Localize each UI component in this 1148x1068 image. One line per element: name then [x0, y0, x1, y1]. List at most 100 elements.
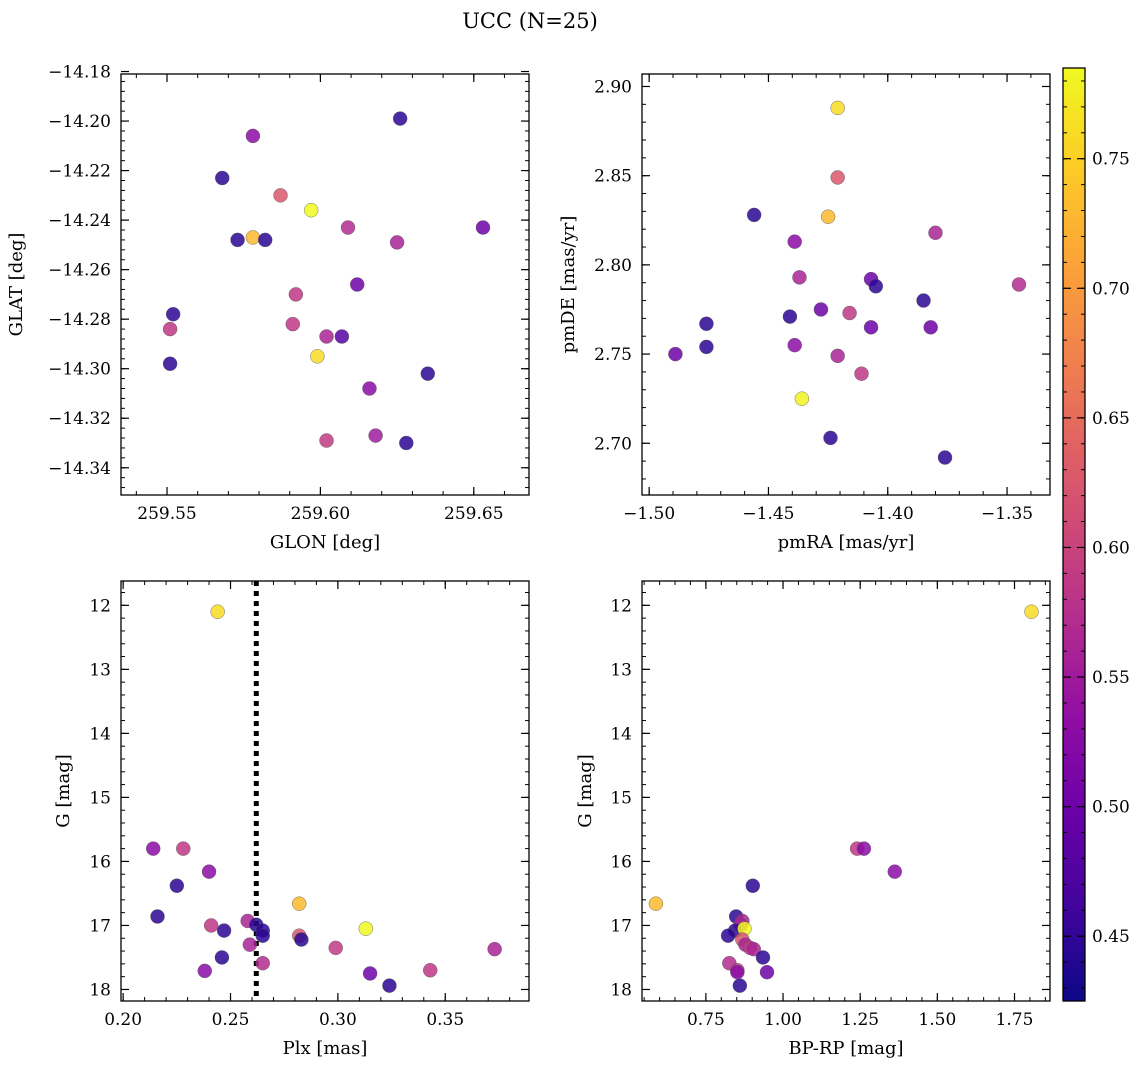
data-point [830, 348, 845, 364]
x-tick-label: 1.25 [841, 1010, 879, 1030]
data-point [389, 235, 405, 250]
x-tick-label: 1.00 [764, 1010, 802, 1030]
data-point [319, 433, 334, 448]
data-point [362, 381, 377, 396]
x-tick-label: 0.75 [687, 1010, 725, 1030]
y-tick-label: 17 [610, 916, 632, 936]
y-tick-label: −14.20 [48, 112, 111, 132]
data-point [303, 203, 319, 218]
data-point [746, 941, 761, 957]
data-point [794, 391, 810, 406]
x-axis-label: Plx [mas] [283, 1038, 368, 1059]
data-point [319, 329, 334, 344]
y-tick-label: 14 [610, 724, 632, 744]
colorbar-tick-label: 0.50 [1092, 798, 1130, 818]
figure-title: UCC (N=25) [462, 9, 598, 33]
data-point [165, 307, 181, 322]
data-point [668, 346, 683, 362]
data-point [162, 356, 178, 371]
data-point [792, 270, 807, 285]
colorbar-tick-label: 0.70 [1092, 279, 1130, 299]
x-tick-label: 259.55 [137, 504, 196, 524]
y-tick-label: 16 [610, 852, 632, 872]
y-tick-label: 18 [89, 980, 111, 1000]
y-tick-label: 13 [610, 660, 632, 680]
colorbar-tick-label: 0.45 [1092, 927, 1130, 947]
y-tick-label: 2.80 [594, 256, 632, 276]
y-tick-label: 13 [89, 660, 111, 680]
data-point [257, 232, 273, 248]
data-point [787, 234, 802, 249]
y-tick-label: 2.75 [594, 345, 632, 365]
y-tick-label: 12 [89, 596, 111, 616]
panel-bprp-g: 0.75 1.00 1.25 1.50 1.75 12 13 14 15 16 17 18 BP-RP … [575, 580, 1051, 1059]
data-point [830, 100, 845, 116]
data-point [392, 111, 408, 126]
data-point [823, 430, 838, 446]
data-point [820, 209, 836, 224]
y-tick-label: −14.28 [48, 310, 111, 330]
colorbar-tick-label: 0.60 [1092, 538, 1130, 558]
axes-frame [641, 580, 1051, 1002]
y-axis-label: G [mag] [53, 754, 74, 827]
data-point [362, 966, 378, 981]
data-point [856, 841, 872, 856]
data-point [648, 896, 664, 911]
data-point [214, 950, 230, 965]
y-axis-label: GLAT [deg] [6, 233, 27, 337]
data-point [288, 287, 304, 302]
data-point [285, 316, 300, 332]
y-tick-label: −14.24 [48, 211, 111, 231]
colorbar-tick-label: 0.55 [1092, 668, 1130, 688]
data-point [255, 956, 270, 971]
data-point [358, 921, 373, 936]
data-point [382, 978, 397, 993]
data-point [216, 923, 232, 938]
data-point [201, 864, 217, 879]
data-point [310, 349, 325, 364]
data-point [1024, 604, 1039, 619]
data-point [146, 841, 161, 856]
y-tick-label: 12 [610, 596, 632, 616]
data-point [230, 232, 245, 248]
y-tick-label: −14.22 [48, 162, 111, 182]
data-point [813, 302, 829, 317]
y-tick-label: −14.30 [48, 360, 111, 380]
data-point [328, 940, 343, 956]
data-point [887, 864, 902, 879]
data-point [937, 450, 953, 465]
colorbar-tick-label: 0.75 [1092, 150, 1130, 170]
data-point [255, 928, 270, 943]
panel-pmra-pmde: −1.50 −1.45 −1.40 −1.35 2.70 2.75 2.80 2.85 2.90… [558, 73, 1051, 553]
data-point [720, 928, 736, 943]
data-point [292, 896, 307, 911]
x-tick-label: 0.25 [212, 1010, 250, 1030]
data-point [169, 878, 185, 893]
y-tick-label: −14.26 [48, 261, 111, 281]
data-point [475, 220, 491, 235]
y-tick-label: 14 [89, 724, 111, 744]
y-tick-label: 2.70 [594, 434, 632, 454]
data-point [215, 170, 230, 186]
data-point [782, 309, 798, 324]
data-point [916, 293, 931, 308]
x-tick-label: 259.60 [291, 504, 350, 524]
panel-plx-g: 0.20 0.25 0.30 0.35 12 13 14 15 16 17 18 Plx [mas] G… [53, 580, 530, 1059]
y-tick-label: 15 [89, 788, 111, 808]
x-tick-label: −1.50 [623, 504, 675, 524]
data-point [928, 225, 943, 240]
data-point [197, 963, 212, 979]
data-point [487, 941, 502, 957]
data-point [162, 321, 178, 337]
data-point [732, 978, 748, 993]
data-point [150, 909, 165, 924]
x-tick-label: −1.45 [742, 504, 794, 524]
y-tick-label: 2.85 [594, 167, 632, 187]
data-point [350, 277, 365, 292]
axes-frame [641, 73, 1051, 496]
data-point [420, 366, 435, 381]
data-point [203, 918, 219, 933]
data-point [423, 963, 438, 978]
data-point [830, 170, 845, 185]
